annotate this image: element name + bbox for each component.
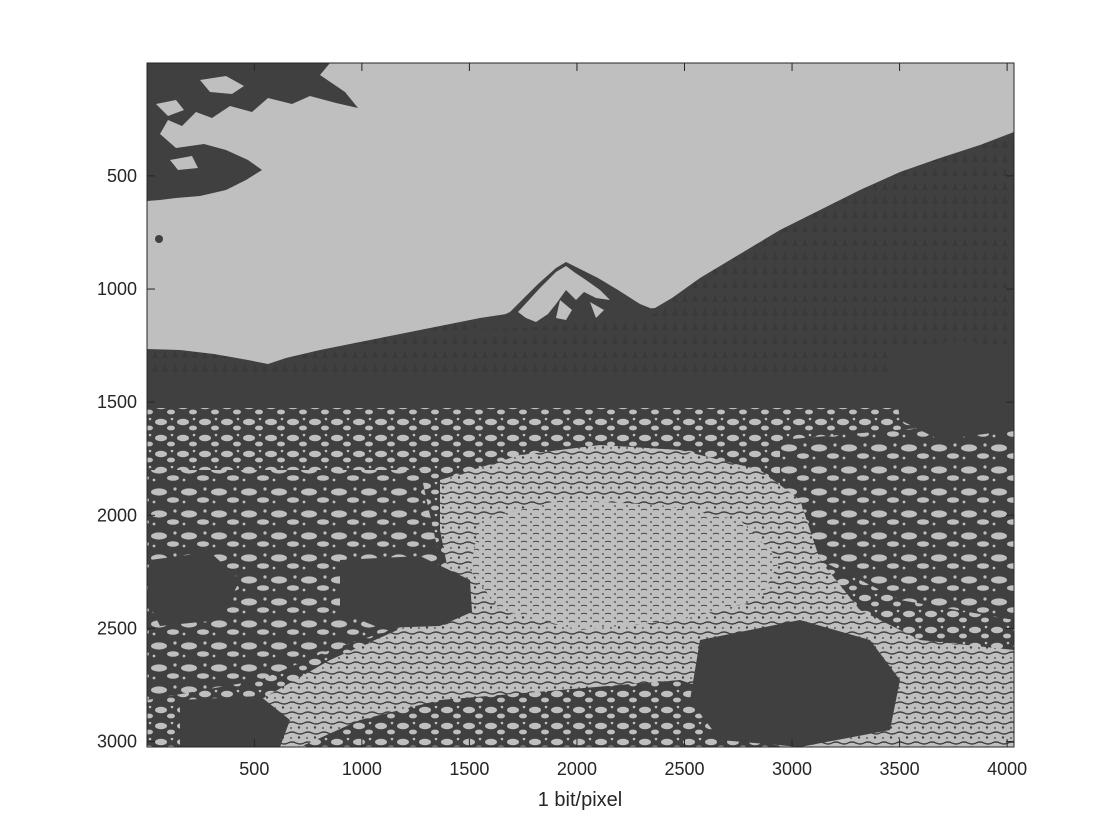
x-tick-label: 500 xyxy=(239,759,269,779)
y-tick-label: 500 xyxy=(107,166,137,186)
y-tick-label: 2000 xyxy=(97,505,137,525)
mountain xyxy=(470,262,660,330)
photo-image xyxy=(147,63,1014,747)
x-tick-label: 3000 xyxy=(772,759,812,779)
forested-hillside xyxy=(147,132,1014,410)
x-tick-label: 1500 xyxy=(449,759,489,779)
mountain-snow xyxy=(518,266,610,322)
axes-box xyxy=(146,62,1015,748)
y-tick-label: 1000 xyxy=(97,279,137,299)
cloud-gaps xyxy=(156,76,244,170)
x-tick-label: 4000 xyxy=(987,759,1027,779)
x-tick-label: 3500 xyxy=(880,759,920,779)
x-tick-label: 2000 xyxy=(557,759,597,779)
boulder xyxy=(147,552,240,626)
y-tick-label: 2500 xyxy=(97,618,137,638)
boulder xyxy=(180,696,290,747)
x-tick-label: 1000 xyxy=(342,759,382,779)
y-tick-label: 1500 xyxy=(97,392,137,412)
x-axis: 500 1000 1500 2000 2500 3000 3500 4000 xyxy=(239,63,1027,779)
x-tick-label: 2500 xyxy=(664,759,704,779)
boulder xyxy=(890,340,1014,440)
boulder xyxy=(340,556,472,628)
y-tick-label: 3000 xyxy=(97,732,137,752)
x-axis-label: 1 bit/pixel xyxy=(538,789,623,811)
dark-clouds xyxy=(147,63,358,201)
y-axis: 500 1000 1500 2000 2500 3000 xyxy=(97,166,1014,752)
boulder xyxy=(690,620,900,747)
